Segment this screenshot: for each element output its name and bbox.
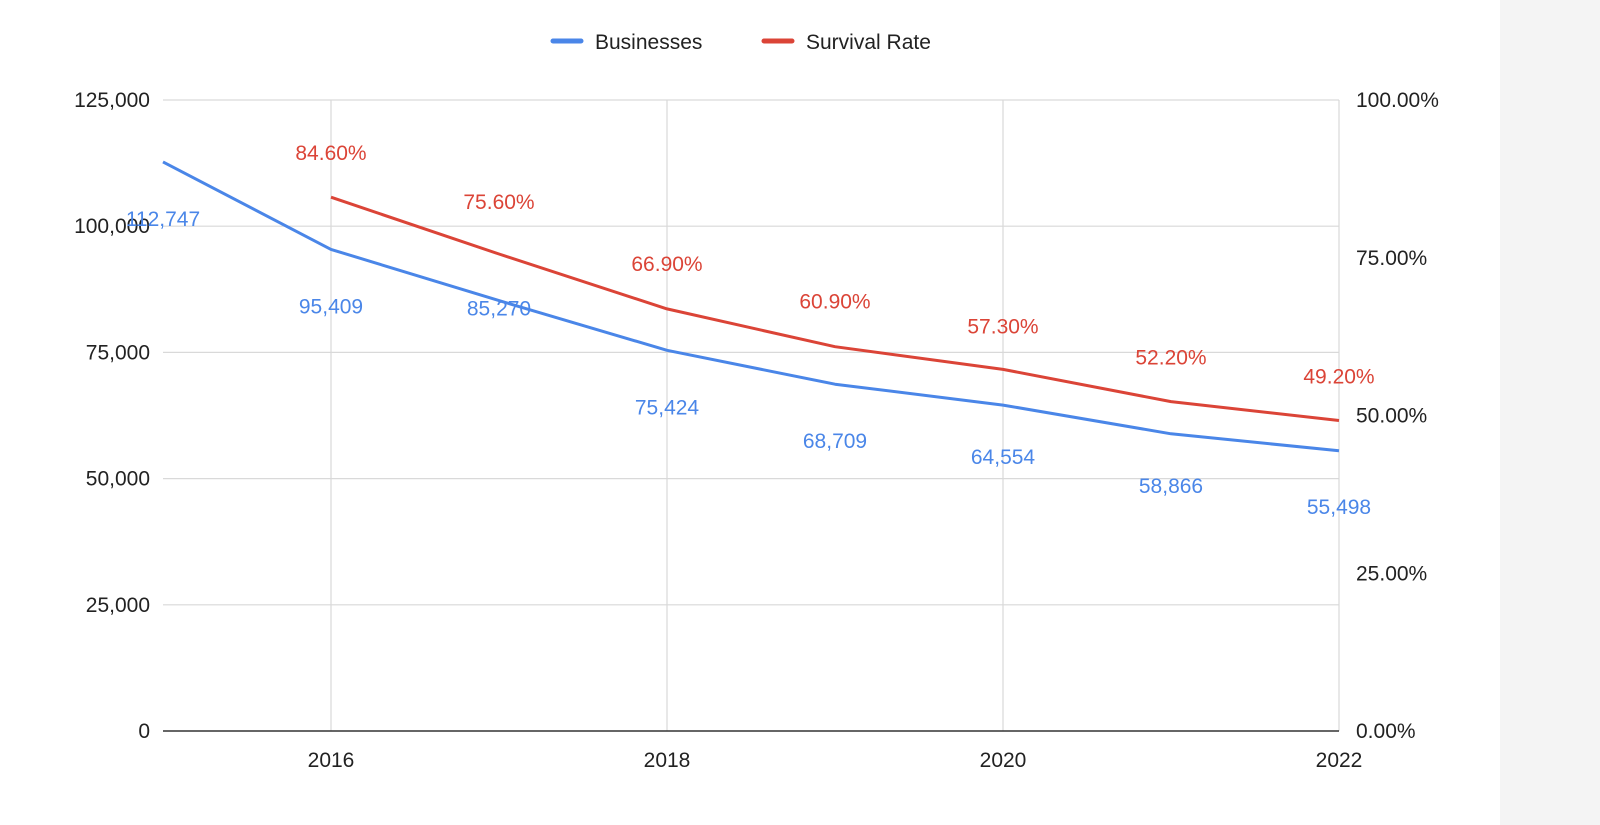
series-line-survival-rate	[330, 195, 1340, 422]
series-line-businesses	[162, 160, 1340, 453]
chart-panel: 0 25,000 50,000 75,000 100,000 125,000 0.00% 25…	[0, 0, 1500, 825]
y-right-tick-label: 0.00%	[1356, 720, 1416, 743]
data-label: 75.60%	[463, 191, 534, 214]
x-tick-label: 2018	[644, 749, 691, 772]
y-right-tick-label: 75.00%	[1356, 247, 1427, 270]
data-label: 60.90%	[799, 291, 870, 314]
data-label: 84.60%	[295, 142, 366, 165]
y-right-tick-label: 50.00%	[1356, 405, 1427, 428]
data-label: 66.90%	[631, 253, 702, 276]
y-left-tick-label: 25,000	[86, 594, 150, 617]
y-right-tick-label: 25.00%	[1356, 562, 1427, 585]
data-label: 57.30%	[967, 315, 1038, 338]
y-left-tick-label: 125,000	[74, 89, 150, 112]
line-chart: 0 25,000 50,000 75,000 100,000 125,000 0.00% 25…	[74, 31, 1439, 772]
data-label: 64,554	[971, 446, 1036, 469]
data-label: 95,409	[299, 295, 363, 318]
data-label: 68,709	[803, 430, 867, 453]
data-label: 85,270	[467, 298, 531, 321]
data-label: 55,498	[1307, 496, 1371, 519]
x-tick-label: 2016	[308, 749, 355, 772]
data-label: 112,747	[126, 208, 200, 231]
y-left-tick-label: 50,000	[86, 468, 150, 491]
y-left-tick-label: 0	[138, 720, 150, 743]
data-label: 52.20%	[1135, 347, 1206, 370]
x-tick-label: 2022	[1316, 749, 1363, 772]
y-left-tick-label: 100,000	[74, 215, 150, 238]
data-label: 49.20%	[1303, 366, 1374, 389]
y-right-tick-label: 100.00%	[1356, 89, 1439, 112]
legend-label: Businesses	[595, 31, 702, 54]
data-label: 58,866	[1139, 475, 1203, 498]
x-tick-label: 2020	[980, 749, 1027, 772]
legend-label: Survival Rate	[806, 31, 931, 54]
y-left-tick-label: 75,000	[86, 341, 150, 364]
data-label: 75,424	[635, 396, 700, 419]
